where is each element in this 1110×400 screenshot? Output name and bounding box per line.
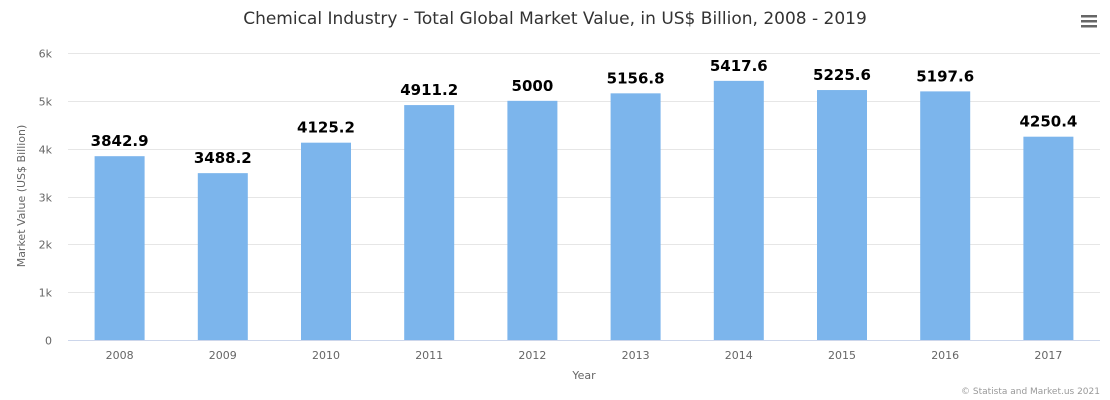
data-label: 3842.9 <box>91 132 149 150</box>
x-tick-label: 2008 <box>106 349 134 362</box>
x-tick-label: 2016 <box>931 349 959 362</box>
bar-2011[interactable] <box>404 105 455 340</box>
x-axis-title: Year <box>571 369 596 382</box>
data-labels: 3842.9 3488.2 4125.2 4911.2 5000 5156.8 5417.6… <box>91 57 1078 167</box>
x-tick-label: 2013 <box>622 349 650 362</box>
chart-title: Chemical Industry - Total Global Market … <box>243 9 867 29</box>
y-tick-label: 4k <box>39 144 53 157</box>
x-tick-label: 2010 <box>312 349 340 362</box>
bars <box>94 80 1074 341</box>
x-tick-label: 2017 <box>1034 349 1062 362</box>
data-label: 5000 <box>512 77 554 95</box>
y-tick-label: 2k <box>39 239 53 252</box>
y-axis-ticks: 0 1k 2k 3k 4k 5k 6k <box>39 48 53 348</box>
data-label: 5417.6 <box>710 57 768 75</box>
x-axis-ticks: 2008 2009 2010 2011 2012 2013 2014 2015 2016 2017 <box>106 349 1063 362</box>
bar-2012[interactable] <box>507 100 558 340</box>
credits: © Statista and Market.us 2021 <box>961 387 1100 397</box>
bar-2016[interactable] <box>920 91 971 340</box>
y-tick-label: 6k <box>39 48 53 61</box>
y-tick-label: 0 <box>45 335 52 348</box>
x-tick-label: 2015 <box>828 349 856 362</box>
y-axis-title: Market Value (US$ Billion) <box>15 125 28 268</box>
bar-2017[interactable] <box>1023 136 1074 340</box>
bar-2015[interactable] <box>817 90 867 340</box>
bar-2008[interactable] <box>94 156 145 340</box>
data-label: 4911.2 <box>400 81 458 99</box>
data-label: 5197.6 <box>916 67 974 85</box>
data-label: 3488.2 <box>194 149 252 167</box>
x-tick-label: 2012 <box>518 349 546 362</box>
y-tick-label: 5k <box>39 96 53 109</box>
y-tick-label: 3k <box>39 192 53 205</box>
bar-2013[interactable] <box>610 93 661 340</box>
data-label: 4250.4 <box>1019 113 1077 131</box>
bar-2009[interactable] <box>197 173 248 340</box>
x-tick-label: 2011 <box>415 349 443 362</box>
bar-2014[interactable] <box>713 80 764 341</box>
x-tick-label: 2009 <box>209 349 237 362</box>
data-label: 5156.8 <box>607 69 665 87</box>
x-tick-label: 2014 <box>725 349 753 362</box>
data-label: 4125.2 <box>297 119 355 137</box>
data-label: 5225.6 <box>813 66 871 84</box>
y-tick-label: 1k <box>39 287 53 300</box>
hamburger-menu-icon[interactable] <box>1081 15 1097 28</box>
bar-2010[interactable] <box>301 142 351 340</box>
